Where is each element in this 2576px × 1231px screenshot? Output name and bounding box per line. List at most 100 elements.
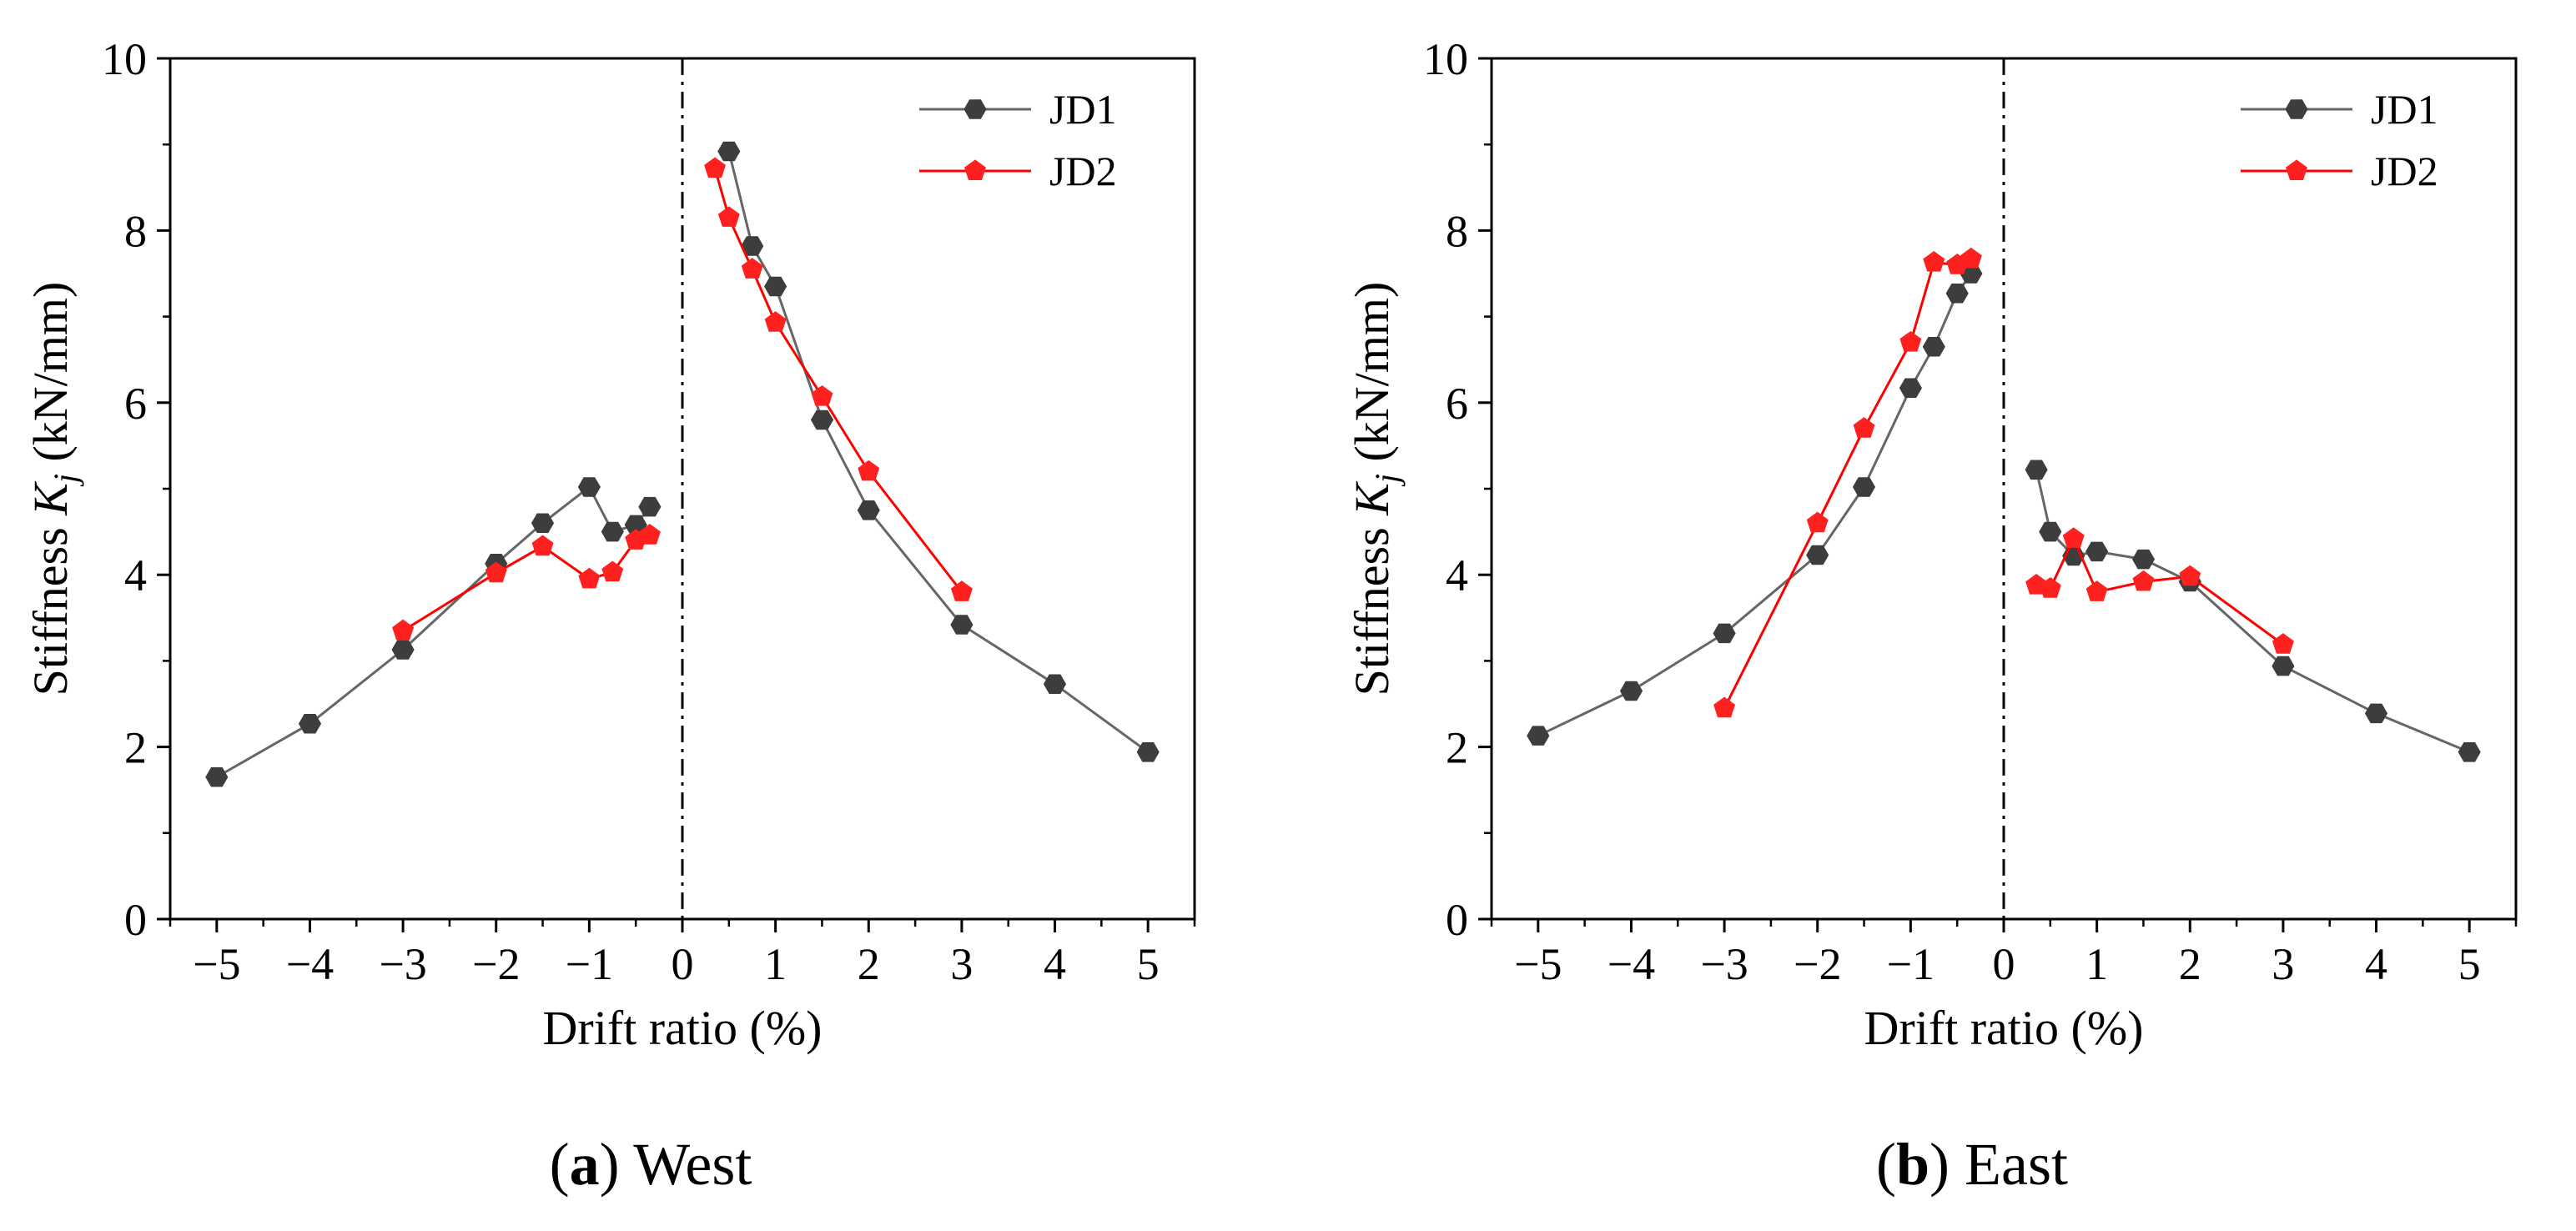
x-tick-label: −5 (1514, 939, 1562, 989)
y-axis-title-prefix: Stiffness (1345, 515, 1399, 696)
y-axis-title-suffix: (kN/mm) (23, 282, 78, 474)
legend-entry-jd2: JD2 (2241, 148, 2438, 194)
data-point-jd1 (2364, 703, 2388, 724)
legend-marker (964, 159, 986, 180)
data-point-jd1 (2025, 460, 2048, 480)
data-point-jd1 (298, 714, 322, 734)
data-point-jd2 (1713, 696, 1736, 718)
data-point-jd2 (1806, 511, 1829, 533)
y-axis-title-symbol: K (23, 480, 78, 516)
legend-entry-jd1: JD1 (919, 86, 1117, 133)
x-axis-title: Drift ratio (%) (543, 1001, 823, 1055)
data-point-jd2 (858, 460, 880, 481)
series-jd2 (1713, 247, 2294, 718)
data-point-jd1 (1922, 337, 1945, 357)
y-axis-title-subscript: j (1368, 474, 1406, 487)
data-point-jd2 (764, 311, 787, 332)
data-point-jd2 (601, 560, 624, 582)
y-tick-label: 8 (124, 206, 147, 256)
data-point-jd1 (638, 496, 662, 517)
data-point-jd2 (811, 384, 833, 406)
data-point-jd1 (857, 500, 880, 520)
legend-marker (2286, 159, 2307, 180)
y-tick-label: 8 (1446, 206, 1468, 256)
x-tick-label: −2 (472, 939, 520, 989)
data-point-jd2 (639, 524, 661, 545)
chart-panel-b: −5 −4 −3 −2 −1 0 1 2 3 4 5 0 2 4 6 8 10 Drift ratio (%) St… (1345, 34, 2518, 1198)
x-tick-label: −2 (1794, 939, 1841, 989)
y-axis-title-subscript: j (47, 474, 84, 487)
y-axis-title-symbol: K (1345, 480, 1399, 516)
y-tick-label: 10 (1423, 34, 1468, 84)
data-point-jd2 (578, 567, 601, 589)
data-point-jd1 (2458, 742, 2481, 762)
x-tick-label: 3 (950, 939, 973, 989)
x-tick-label: −3 (1700, 939, 1748, 989)
data-point-jd2 (1853, 417, 1875, 438)
x-tick-label: 4 (1044, 939, 1066, 989)
data-point-jd1 (717, 141, 741, 162)
data-point-jd1 (1136, 742, 1160, 762)
legend-entry-jd2: JD2 (919, 148, 1117, 194)
x-tick-label: 3 (2272, 939, 2294, 989)
series-line-jd1 (216, 485, 652, 779)
x-tick-label: −4 (286, 939, 334, 989)
y-tick-label: 10 (102, 34, 147, 84)
data-point-jd2 (2085, 580, 2108, 601)
series-line-jd2 (713, 168, 963, 593)
series-jd2 (392, 157, 973, 641)
data-point-jd2 (704, 157, 726, 178)
legend-label: JD1 (1049, 86, 1117, 133)
panel-caption: (b) East (1876, 1131, 2068, 1198)
legend-marker (2285, 99, 2308, 119)
y-tick-label: 6 (1446, 379, 1468, 429)
legend-label: JD1 (2371, 86, 2438, 133)
y-tick-label: 4 (1446, 550, 1468, 600)
y-tick-label: 0 (124, 895, 147, 945)
data-point-jd1 (1043, 674, 1067, 694)
data-point-jd2 (950, 580, 973, 601)
x-tick-label: 5 (1137, 939, 1160, 989)
x-tick-label: 2 (858, 939, 880, 989)
x-tick-label: 1 (2085, 939, 2108, 989)
data-point-jd2 (1923, 250, 1945, 272)
x-tick-label: 0 (672, 939, 694, 989)
data-point-jd1 (2131, 549, 2156, 570)
x-tick-label: 5 (2458, 939, 2481, 989)
panel-caption: (a) West (550, 1131, 752, 1198)
legend-marker (963, 99, 987, 119)
data-point-jd2 (2132, 570, 2155, 591)
data-point-jd2 (2179, 565, 2201, 586)
x-tick-label: −1 (1887, 939, 1935, 989)
y-axis-title: Stiffness Kj (kN/mm) (23, 282, 84, 696)
x-tick-label: −5 (193, 939, 240, 989)
x-tick-label: −3 (379, 939, 426, 989)
data-point-jd1 (391, 640, 415, 660)
data-point-jd1 (1713, 623, 1736, 644)
data-point-jd2 (485, 561, 507, 583)
legend-label: JD2 (2371, 148, 2438, 194)
data-point-jd1 (1806, 545, 1829, 565)
chart-panel-a: −5 −4 −3 −2 −1 0 1 2 3 4 5 0 2 4 6 8 10 Drift ratio (%) St… (23, 34, 1196, 1198)
x-tick-label: 0 (1993, 939, 2015, 989)
y-tick-label: 6 (124, 379, 147, 429)
data-point-jd2 (392, 619, 415, 641)
data-point-jd2 (1960, 247, 1982, 269)
data-point-jd2 (2039, 577, 2061, 598)
data-point-jd1 (2039, 521, 2062, 542)
x-tick-label: 2 (2179, 939, 2201, 989)
data-point-jd1 (1527, 726, 1550, 746)
data-point-jd1 (2272, 656, 2295, 676)
caption-close: ) West (600, 1131, 752, 1198)
data-point-jd2 (717, 206, 740, 227)
plot-frame (169, 57, 1196, 921)
x-tick-label: −1 (566, 939, 613, 989)
data-point-jd1 (577, 477, 601, 497)
data-point-jd1 (810, 409, 834, 430)
data-point-jd1 (764, 276, 787, 297)
y-tick-label: 2 (1446, 723, 1468, 773)
x-tick-label: −4 (1607, 939, 1655, 989)
caption-open: ( (550, 1131, 570, 1198)
data-point-jd2 (2272, 633, 2294, 654)
y-tick-label: 4 (124, 550, 147, 600)
